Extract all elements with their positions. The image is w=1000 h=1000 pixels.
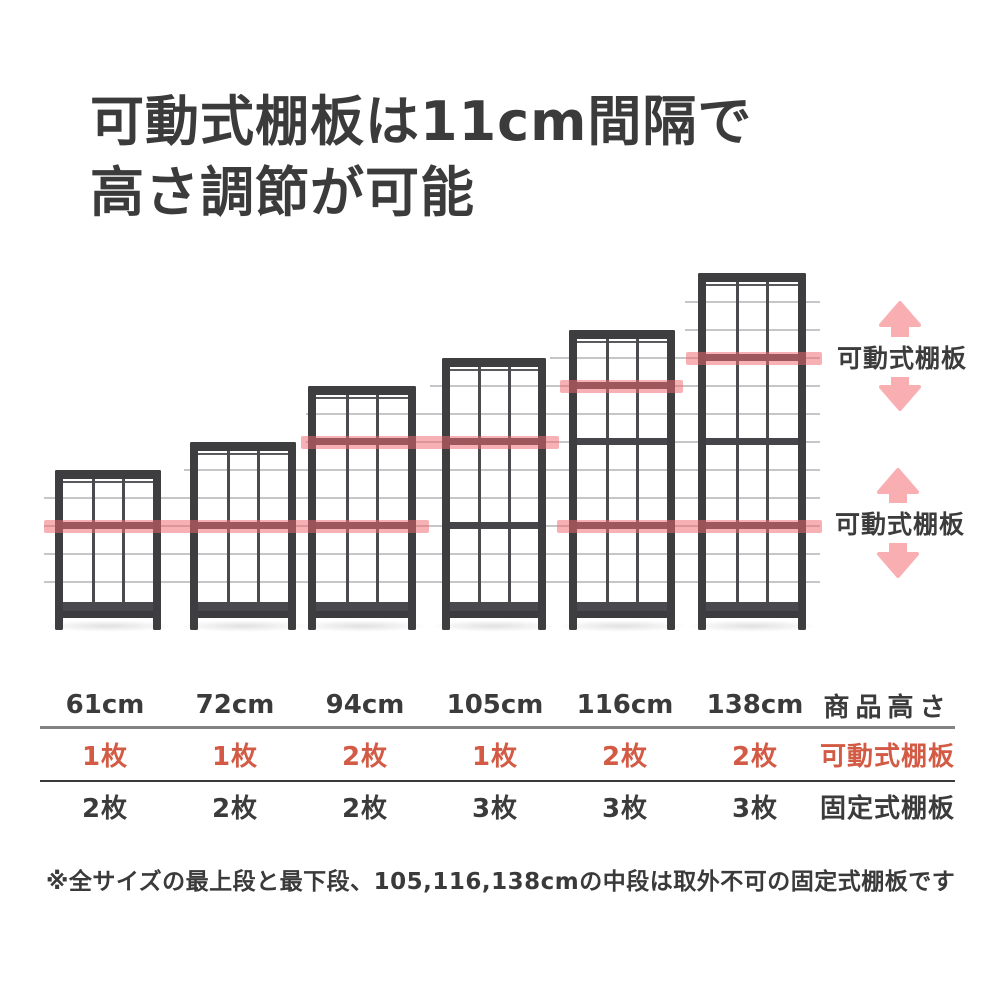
movable-col-5: 2枚: [731, 742, 779, 772]
page-title: 可動式棚板は11cm間隔で 高さ調節が可能: [90, 86, 752, 229]
movable-row-label: 可動式棚板: [820, 742, 956, 772]
fixed-col-4: 3枚: [601, 794, 649, 824]
unit-shadow: [557, 620, 687, 632]
table-row-fixed: 2枚 2枚 2枚 3枚 3枚 3枚 固定式棚板: [40, 782, 955, 831]
shelf-unit-61cm: [55, 470, 161, 630]
table-separator-thin: [40, 780, 955, 782]
page-title-line2: 高さ調節が可能: [90, 161, 475, 225]
height-gridline: [184, 469, 820, 471]
movable-col-3: 1枚: [471, 742, 519, 772]
unit-shadow: [430, 620, 558, 632]
movable-shelf-label-lower: 可動式棚板: [831, 503, 969, 543]
table-separator-thick: [40, 726, 955, 729]
height-col-5: 138cm: [706, 690, 804, 720]
height-gridline: [306, 413, 820, 415]
fixed-col-1: 2枚: [211, 794, 259, 824]
height-gridline: [44, 497, 820, 499]
height-gridline: [44, 553, 820, 555]
fixed-col-3: 3枚: [471, 794, 519, 824]
height-col-1: 72cm: [195, 690, 275, 720]
shelf-unit-105cm: [442, 358, 546, 630]
movable-col-1: 1枚: [211, 742, 259, 772]
fixed-col-2: 2枚: [341, 794, 389, 824]
shelf-unit-72cm: [190, 442, 296, 630]
movable-shelf-highlight-band: [44, 519, 429, 533]
height-gridline: [685, 329, 820, 331]
height-row-label: 商品高さ: [823, 692, 952, 723]
footnote: ※全サイズの最上段と最下段、105,116,138cmの中段は取外不可の固定式棚…: [46, 869, 956, 895]
height-gridline: [550, 357, 820, 359]
unit-shadow: [296, 620, 428, 632]
movable-col-4: 2枚: [601, 742, 649, 772]
height-col-0: 61cm: [65, 690, 145, 720]
page-title-line1: 可動式棚板は11cm間隔で: [90, 90, 753, 153]
height-col-2: 94cm: [325, 690, 405, 720]
unit-shadow: [686, 620, 818, 632]
height-col-3: 105cm: [446, 690, 544, 720]
fixed-col-0: 2枚: [81, 794, 129, 824]
shelf-unit-138cm: [698, 273, 806, 630]
movable-shelf-label-upper: 可動式棚板: [833, 337, 971, 377]
height-gridline: [685, 301, 820, 303]
movable-shelf-highlight-band: [560, 379, 683, 393]
fixed-row-label: 固定式棚板: [820, 794, 956, 824]
shelf-unit-94cm: [308, 386, 416, 630]
height-gridline: [44, 581, 820, 583]
unit-shadow: [178, 620, 308, 632]
spec-table: 61cm 72cm 94cm 105cm 116cm 138cm 商品高さ 1枚…: [40, 684, 955, 831]
shelf-unit-116cm: [569, 330, 675, 630]
table-row-heights: 61cm 72cm 94cm 105cm 116cm 138cm 商品高さ: [40, 684, 955, 726]
movable-col-0: 1枚: [81, 742, 129, 772]
movable-col-2: 2枚: [341, 742, 389, 772]
table-row-movable: 1枚 1枚 2枚 1枚 2枚 2枚 可動式棚板: [40, 729, 955, 780]
unit-shadow: [43, 620, 173, 632]
height-col-4: 116cm: [576, 690, 674, 720]
height-gridline: [306, 441, 820, 443]
movable-shelf-highlight-band: [557, 519, 822, 533]
height-gridline: [44, 525, 820, 527]
fixed-col-5: 3枚: [731, 794, 779, 824]
movable-shelf-highlight-band: [301, 435, 559, 449]
movable-shelf-highlight-band: [686, 351, 822, 365]
